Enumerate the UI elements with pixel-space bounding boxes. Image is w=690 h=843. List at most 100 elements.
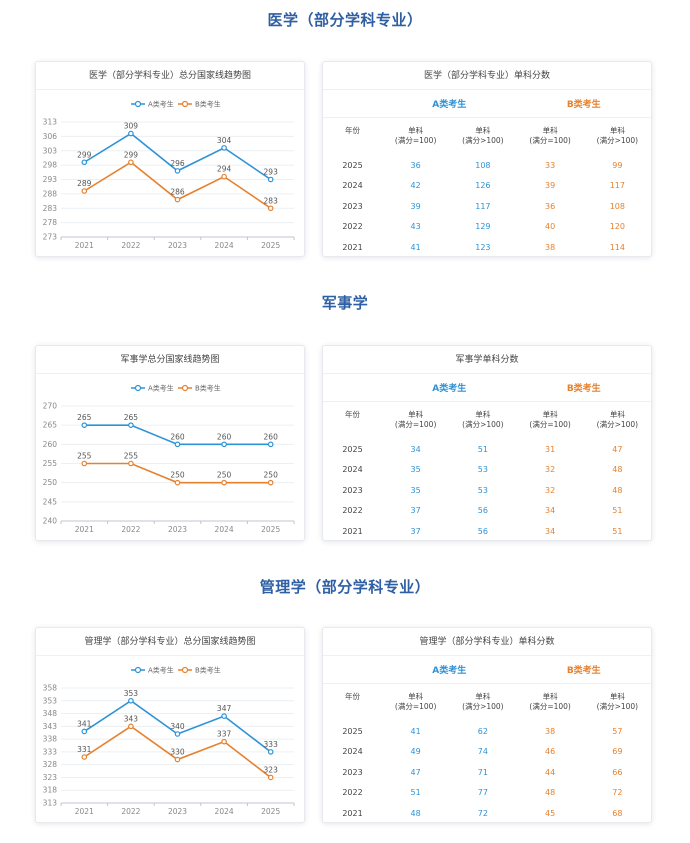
year-cell: 2025 [342, 726, 363, 736]
y-tick-label: 245 [43, 497, 58, 506]
data-point [267, 479, 274, 486]
score-a-100: 34 [410, 444, 421, 454]
score-a-100: 48 [410, 808, 421, 818]
score-a-100: 37 [410, 506, 421, 516]
score-a-100: 39 [410, 201, 421, 211]
col-header: 单科 (满分=100) [529, 126, 571, 146]
table-row: 2025 36 108 33 99 [323, 155, 651, 176]
score-a-100: 43 [410, 222, 421, 232]
score-a-100: 41 [410, 726, 421, 736]
y-tick-label: 338 [43, 735, 58, 744]
legend-marker [181, 384, 189, 392]
data-point [221, 713, 227, 719]
score-a-over100: 62 [477, 726, 488, 736]
table-row: 2023 47 71 44 66 [323, 762, 651, 783]
col-header: 单科 (满分>100) [596, 410, 639, 430]
data-point [267, 774, 274, 781]
score-b-100: 34 [545, 506, 556, 516]
data-label: 250 [217, 471, 232, 480]
col-year-header: 年份 [345, 691, 361, 701]
data-point [221, 479, 227, 486]
table-title: 医学（部分学科专业）单科分数 [323, 62, 651, 90]
data-label: 337 [217, 730, 232, 739]
score-table: A类考生 B类考生 年份 单科 (满分=100) 单科 (满分>100) 单科 … [323, 374, 651, 542]
col-header: 单科 (满分=100) [394, 126, 437, 146]
y-tick-label: 293 [43, 175, 58, 184]
score-a-over100: 126 [475, 181, 491, 191]
data-label: 260 [264, 432, 279, 441]
data-point [174, 196, 181, 203]
col-header: 单科 (满分=100) [394, 692, 437, 712]
legend-label: B类考生 [195, 100, 221, 109]
score-b-100: 45 [545, 808, 556, 818]
year-cell: 2024 [342, 465, 363, 475]
data-label: 347 [217, 704, 232, 713]
data-label: 255 [77, 452, 92, 461]
trend-chart-medicine: A类考生 B类考生 273 278 283 288 293 298 303 306 313 2021 2… [43, 100, 295, 250]
score-a-100: 51 [410, 788, 421, 798]
x-tick-label: 2022 [121, 525, 140, 534]
score-a-over100: 129 [475, 222, 491, 232]
year-cell: 2023 [342, 201, 363, 211]
legend-label: B类考生 [195, 666, 221, 675]
y-tick-label: 283 [43, 204, 58, 213]
data-label: 286 [170, 188, 185, 197]
data-point [267, 176, 274, 183]
score-a-over100: 72 [477, 808, 488, 818]
chart-title: 医学（部分学科专业）总分国家线趋势图 [36, 62, 304, 90]
group-a-label: A类考生 [382, 656, 517, 684]
data-label: 333 [264, 740, 279, 749]
y-tick-label: 260 [43, 440, 58, 449]
score-a-100: 35 [410, 485, 421, 495]
data-label: 304 [217, 136, 232, 145]
score-a-100: 47 [410, 767, 421, 777]
data-label: 265 [124, 413, 139, 422]
data-point [128, 697, 134, 704]
data-point [128, 422, 134, 428]
data-label: 260 [170, 432, 185, 441]
table-title: 管理学（部分学科专业）单科分数 [323, 628, 651, 656]
table-card-medicine: 医学（部分学科专业）单科分数 A类考生 B类考生 年份 单科 (满分=100) … [322, 61, 652, 257]
data-label: 293 [264, 168, 279, 177]
score-b-over100: 51 [612, 526, 623, 536]
y-tick-label: 298 [43, 161, 58, 170]
data-label: 250 [170, 471, 185, 480]
chart-card-military: 军事学总分国家线趋势图 A类考生 B类考生 240 245 250 255 260 265 27… [35, 345, 305, 541]
table-row: 2022 37 56 34 51 [323, 501, 651, 522]
legend-label: A类考生 [148, 384, 174, 393]
score-a-over100: 123 [475, 242, 491, 252]
data-point [81, 460, 88, 467]
score-b-over100: 48 [612, 465, 623, 475]
legend-marker [181, 666, 189, 674]
score-b-100: 32 [545, 465, 556, 475]
col-header: 单科 (满分>100) [596, 126, 639, 146]
data-label: 250 [264, 471, 279, 480]
data-point [81, 728, 88, 735]
data-label: 309 [124, 122, 139, 131]
score-b-100: 36 [545, 201, 556, 211]
y-tick-label: 265 [43, 421, 58, 430]
data-label: 343 [124, 714, 139, 723]
data-label: 294 [217, 165, 232, 174]
y-tick-label: 288 [43, 189, 58, 198]
col-header: 单科 (满分=100) [394, 410, 437, 430]
data-label: 265 [77, 413, 92, 422]
col-header: 单科 (满分>100) [462, 692, 504, 712]
data-point [128, 723, 134, 730]
table-row: 2022 43 129 40 120 [323, 217, 651, 238]
data-label: 260 [217, 432, 232, 441]
data-point [81, 159, 88, 166]
score-b-over100: 68 [612, 808, 623, 818]
legend-marker [181, 100, 189, 108]
year-cell: 2024 [342, 181, 363, 191]
y-tick-label: 358 [43, 684, 58, 693]
group-a-label: A类考生 [382, 90, 517, 118]
x-tick-label: 2023 [168, 241, 187, 250]
data-label: 255 [124, 452, 139, 461]
score-a-100: 35 [410, 465, 421, 475]
legend-marker [134, 384, 142, 392]
data-point [221, 738, 227, 745]
score-b-100: 48 [545, 788, 556, 798]
data-point [174, 479, 181, 486]
score-b-over100: 48 [612, 485, 623, 495]
